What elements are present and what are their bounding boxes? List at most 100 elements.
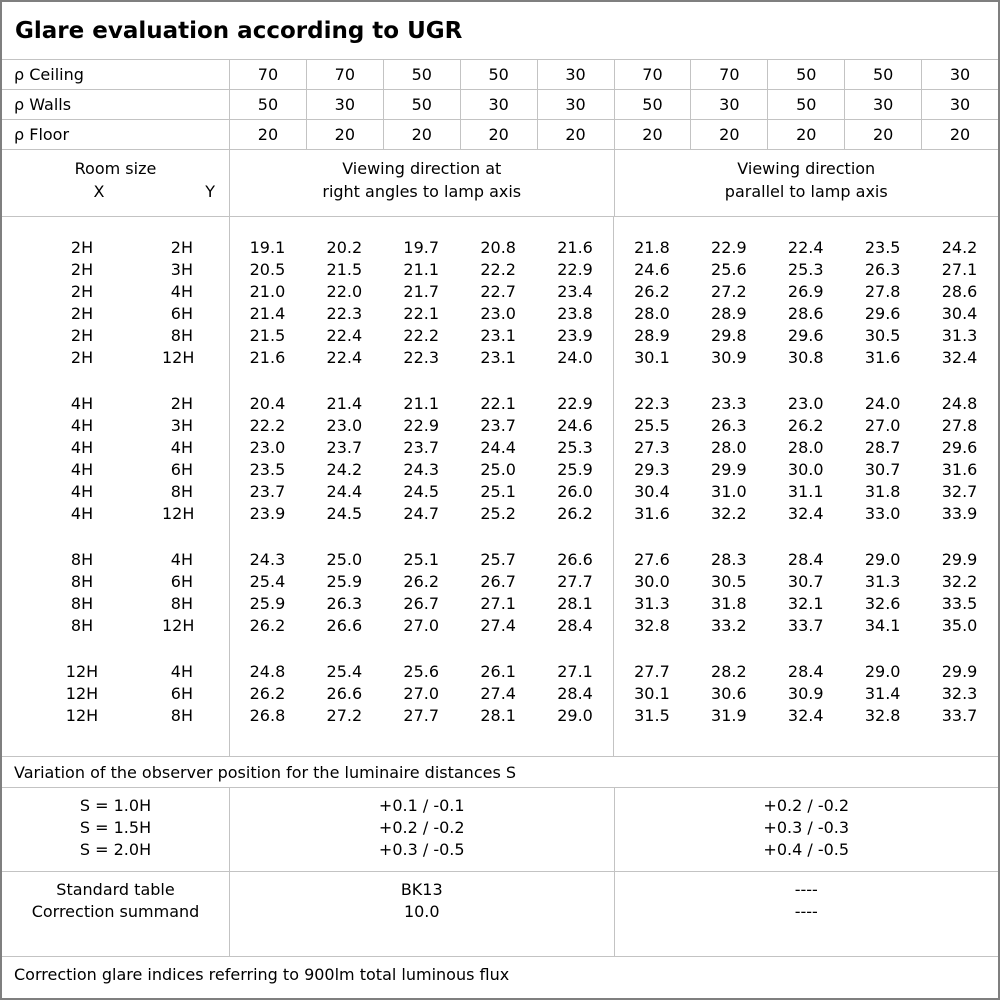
ugr-value: 25.0 bbox=[480, 460, 516, 479]
room-y-value: 3H bbox=[170, 260, 193, 279]
variation-parallel-value: +0.4 / -0.5 bbox=[763, 840, 850, 859]
room-y-value: 2H bbox=[170, 238, 193, 257]
ugr-value: 23.7 bbox=[403, 438, 440, 457]
ugr-value: 28.4 bbox=[557, 616, 593, 635]
ugr-value: 28.1 bbox=[557, 594, 593, 613]
ugr-value: 26.7 bbox=[480, 572, 516, 591]
reflectance-value: 50 bbox=[844, 60, 921, 89]
variation-s-label: S = 2.0H bbox=[79, 840, 152, 859]
variation-right-angles-column: +0.1 / -0.1 +0.2 / -0.2 +0.3 / -0.5 bbox=[229, 788, 614, 871]
summary-right-angles-value: BK13 bbox=[400, 880, 443, 899]
ugr-value: 21.6 bbox=[557, 238, 593, 257]
reflectance-value: 20 bbox=[613, 120, 691, 149]
variation-note-row: Variation of the observer position for t… bbox=[2, 757, 998, 788]
ugr-value: 32.2 bbox=[941, 572, 978, 591]
ugr-value: 25.1 bbox=[403, 550, 440, 569]
room-y-value: 6H bbox=[170, 460, 193, 479]
room-y-value: 8H bbox=[170, 594, 193, 613]
ugr-value: 27.1 bbox=[557, 662, 593, 681]
ugr-value: 23.7 bbox=[326, 438, 363, 457]
ugr-value: 23.0 bbox=[787, 394, 824, 413]
reflectance-row: ρ Floor 20 20 20 20 20 20 20 20 20 20 bbox=[2, 120, 998, 150]
reflectance-value: 30 bbox=[536, 90, 614, 119]
ugr-value: 27.1 bbox=[480, 594, 516, 613]
reflectance-value: 70 bbox=[690, 60, 767, 89]
summary-labels-column: Standard table Correction summand bbox=[2, 872, 229, 956]
reflectance-value: 50 bbox=[459, 60, 537, 89]
ugr-value: 23.7 bbox=[249, 482, 286, 501]
ugr-value: 26.3 bbox=[326, 594, 363, 613]
y-axis-label: Y bbox=[205, 182, 215, 201]
ugr-value: 20.2 bbox=[326, 238, 363, 257]
footer-note-row: Correction glare indices referring to 90… bbox=[2, 957, 998, 998]
ugr-value: 26.9 bbox=[787, 282, 824, 301]
reflectance-label: ρ Floor bbox=[14, 125, 70, 144]
reflectance-value: 30 bbox=[690, 90, 767, 119]
ugr-value: 30.4 bbox=[941, 304, 978, 323]
ugr-value: 25.4 bbox=[326, 662, 363, 681]
ugr-value: 27.3 bbox=[634, 438, 670, 457]
ugr-value: 25.7 bbox=[480, 550, 516, 569]
ugr-value: 30.1 bbox=[634, 348, 670, 367]
ugr-value: 24.6 bbox=[634, 260, 670, 279]
ugr-value: 30.5 bbox=[864, 326, 901, 345]
ugr-value: 21.1 bbox=[403, 394, 440, 413]
ugr-value: 24.7 bbox=[403, 504, 440, 523]
room-y-value: 4H bbox=[170, 550, 193, 569]
ugr-value: 24.2 bbox=[941, 238, 978, 257]
ugr-value: 29.9 bbox=[941, 662, 978, 681]
variation-right-angles-value: +0.3 / -0.5 bbox=[378, 840, 465, 859]
ugr-value: 25.9 bbox=[326, 572, 363, 591]
ugr-value: 22.4 bbox=[326, 326, 363, 345]
room-x-value: 2H bbox=[70, 260, 94, 279]
reflectance-value: 50 bbox=[382, 90, 460, 119]
ugr-value: 26.2 bbox=[634, 282, 670, 301]
ugr-value: 19.7 bbox=[403, 238, 440, 257]
ugr-table-row: 2H 12H 21.6 22.4 22.3 23.1 24.0 30.1 30.9 30.8 31.… bbox=[2, 347, 998, 369]
room-y-value: 8H bbox=[170, 482, 193, 501]
column-header-row: Room size X Y Viewing direction at right… bbox=[2, 150, 998, 217]
ugr-value: 24.8 bbox=[941, 394, 978, 413]
ugr-value: 27.6 bbox=[634, 550, 670, 569]
ugr-value: 24.3 bbox=[403, 460, 440, 479]
ugr-value: 22.4 bbox=[787, 238, 824, 257]
ugr-value: 30.5 bbox=[711, 572, 747, 591]
reflectance-value: 20 bbox=[767, 120, 844, 149]
ugr-value: 25.9 bbox=[557, 460, 593, 479]
ugr-value: 21.5 bbox=[249, 326, 286, 345]
ugr-value: 32.8 bbox=[864, 706, 901, 725]
reflectance-value: 20 bbox=[459, 120, 537, 149]
ugr-value: 32.4 bbox=[787, 706, 824, 725]
ugr-value: 27.1 bbox=[941, 260, 978, 279]
reflectance-label: ρ Walls bbox=[14, 95, 72, 114]
reflectance-value: 30 bbox=[844, 90, 921, 119]
ugr-value: 30.0 bbox=[634, 572, 670, 591]
ugr-value: 25.1 bbox=[480, 482, 516, 501]
ugr-value: 22.9 bbox=[557, 260, 593, 279]
reflectance-value: 50 bbox=[767, 90, 844, 119]
ugr-value: 22.7 bbox=[480, 282, 516, 301]
variation-parallel-column: +0.2 / -0.2 +0.3 / -0.3 +0.4 / -0.5 bbox=[613, 788, 999, 871]
ugr-value: 29.6 bbox=[864, 304, 901, 323]
ugr-value: 32.2 bbox=[711, 504, 747, 523]
ugr-value: 25.0 bbox=[326, 550, 363, 569]
ugr-value: 23.0 bbox=[249, 438, 286, 457]
ugr-value: 29.3 bbox=[634, 460, 670, 479]
ugr-value: 26.8 bbox=[249, 706, 286, 725]
room-x-value: 2H bbox=[70, 326, 94, 345]
ugr-value: 27.8 bbox=[941, 416, 978, 435]
room-x-value: 2H bbox=[70, 348, 94, 367]
ugr-value: 27.4 bbox=[480, 684, 516, 703]
variation-parallel-value: +0.2 / -0.2 bbox=[763, 796, 850, 815]
room-size-header: Room size X Y bbox=[2, 150, 229, 216]
ugr-value: 23.0 bbox=[326, 416, 363, 435]
ugr-value: 30.9 bbox=[787, 684, 824, 703]
ugr-value: 24.3 bbox=[249, 550, 286, 569]
ugr-value: 27.7 bbox=[557, 572, 593, 591]
ugr-value: 26.6 bbox=[557, 550, 593, 569]
ugr-value: 33.9 bbox=[941, 504, 978, 523]
reflectance-value: 20 bbox=[536, 120, 614, 149]
ugr-value: 26.2 bbox=[557, 504, 593, 523]
reflectance-value: 20 bbox=[382, 120, 460, 149]
reflectance-value: 30 bbox=[459, 90, 537, 119]
